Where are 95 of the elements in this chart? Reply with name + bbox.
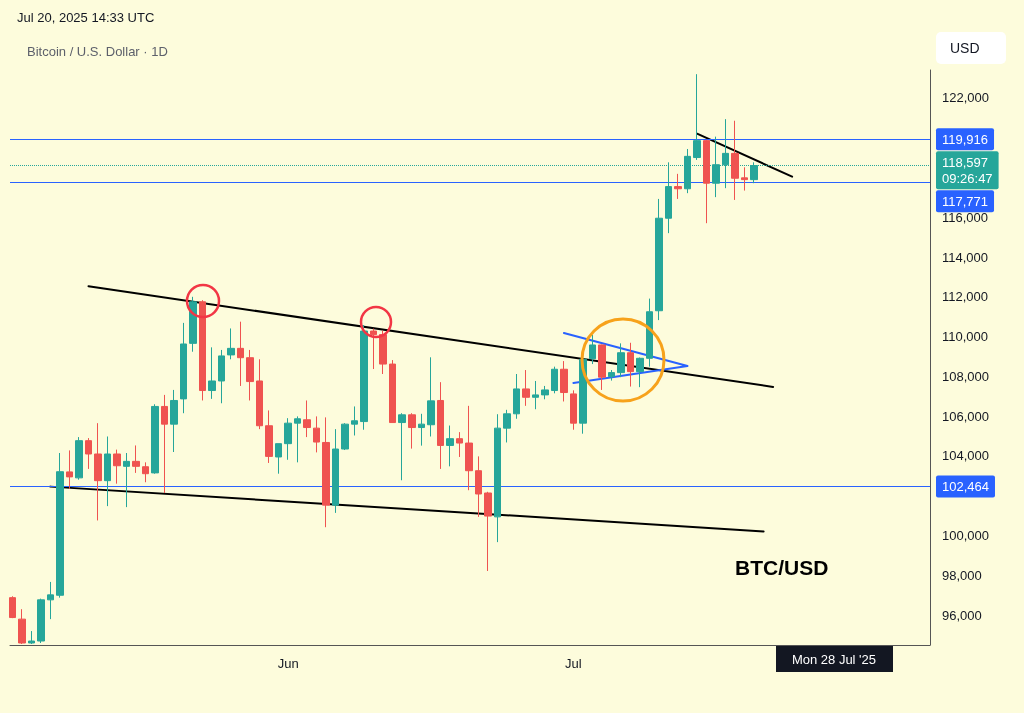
annotation: BTC/USD: [735, 556, 829, 579]
candlestick: [56, 452, 64, 599]
candlestick: [570, 389, 577, 431]
y-tick-label: 106,000: [942, 408, 989, 424]
candlestick: [170, 389, 178, 453]
candlestick: [94, 422, 102, 521]
text: Mon 28 Jul '25: [791, 651, 877, 667]
candlestick: [275, 443, 282, 475]
candlestick: [560, 360, 568, 402]
candlestick: [256, 358, 263, 430]
candlestick: [313, 415, 320, 453]
ref-line-label: 117,771: [942, 193, 989, 209]
candlestick: [218, 349, 225, 404]
candlestick: [332, 428, 339, 514]
candlestick: [398, 412, 406, 481]
candlestick: [189, 296, 197, 353]
ref-line-label: 118,597 09:26:47: [942, 154, 993, 186]
candlestick: [446, 425, 454, 467]
candlestick: [360, 324, 368, 431]
candlestick: [646, 298, 653, 368]
candlestick: [494, 413, 501, 543]
candlestick: [465, 405, 473, 491]
candlestick: [636, 357, 644, 388]
candlestick: [693, 73, 701, 161]
candlestick: [265, 409, 273, 464]
candlestick: [75, 436, 83, 481]
y-tick-label: 96,000: [942, 607, 982, 623]
y-tick-label: 122,000: [942, 90, 989, 106]
candlestick: [180, 322, 187, 414]
candlestick: [484, 491, 492, 572]
candlestick: [370, 328, 377, 370]
candlestick: [123, 452, 130, 508]
candlestick: [151, 403, 159, 475]
candlestick: [617, 342, 625, 378]
candlestick: [437, 381, 444, 470]
ref-line-label: 102,464: [942, 479, 989, 495]
y-tick-label: 114,000: [942, 249, 989, 265]
candlestick: [246, 349, 254, 401]
candlestick: [142, 461, 149, 483]
candlestick: [427, 356, 435, 437]
candlestick: [37, 598, 45, 644]
candlestick: [237, 321, 244, 387]
candlestick: [551, 366, 558, 394]
candlestick: [418, 413, 425, 447]
candlestick: [731, 120, 739, 201]
candlestick: [674, 173, 682, 200]
candlestick: [104, 435, 111, 507]
candlestick: [113, 449, 121, 485]
x-tick-label: Jul: [565, 656, 582, 671]
y-tick-label: 110,000: [942, 329, 989, 345]
y-tick-label: 104,000: [942, 448, 989, 464]
candlestick: [522, 369, 530, 407]
candlestick: [513, 373, 520, 420]
x-tick-label: Jun: [277, 656, 299, 671]
candlestick: [741, 166, 748, 192]
candlestick: [351, 405, 358, 436]
candlestick: [294, 415, 301, 463]
candlestick: [208, 346, 216, 400]
candlestick: [703, 139, 710, 224]
candlestick: [408, 412, 416, 450]
candlestick: [475, 455, 482, 518]
candlestick: [28, 630, 35, 645]
candlestick: [503, 409, 511, 443]
y-tick-label: 108,000: [942, 368, 989, 384]
candlestick: [541, 385, 549, 400]
candlestick: [47, 581, 54, 620]
candlestick: [18, 608, 26, 645]
candlestick: [341, 422, 349, 451]
candlestick: [199, 299, 206, 401]
candlestick: [456, 431, 463, 458]
y-axis-title: USD: [950, 40, 980, 56]
candlestick: [9, 595, 16, 619]
ref-line-label: 119,916: [942, 131, 989, 147]
candlestick: [389, 359, 396, 424]
chart-subtitle: Jul 20, 2025 14:33 UTC: [17, 10, 155, 25]
candlestick: [284, 417, 292, 461]
candlestick: [655, 198, 663, 321]
candlestick: [227, 327, 235, 360]
candlestick: [132, 444, 140, 474]
candlestick: [608, 369, 615, 382]
candlestick: [627, 342, 634, 388]
candlestick: [379, 330, 387, 375]
chart-title: Bitcoin / U.S. Dollar · 1D: [27, 44, 168, 59]
y-tick-label: 116,000: [942, 209, 989, 225]
y-tick-label: 112,000: [942, 289, 989, 305]
candlestick: [532, 380, 539, 410]
candlestick: [66, 449, 73, 490]
candlestick: [322, 416, 330, 528]
y-tick-label: 100,000: [942, 528, 989, 544]
candlestick: [161, 394, 168, 494]
y-tick-label: 98,000: [942, 567, 982, 583]
candlestick: [589, 334, 596, 365]
candlestick: [85, 437, 92, 470]
candlestick: [303, 399, 311, 438]
candlestick: [598, 344, 606, 391]
